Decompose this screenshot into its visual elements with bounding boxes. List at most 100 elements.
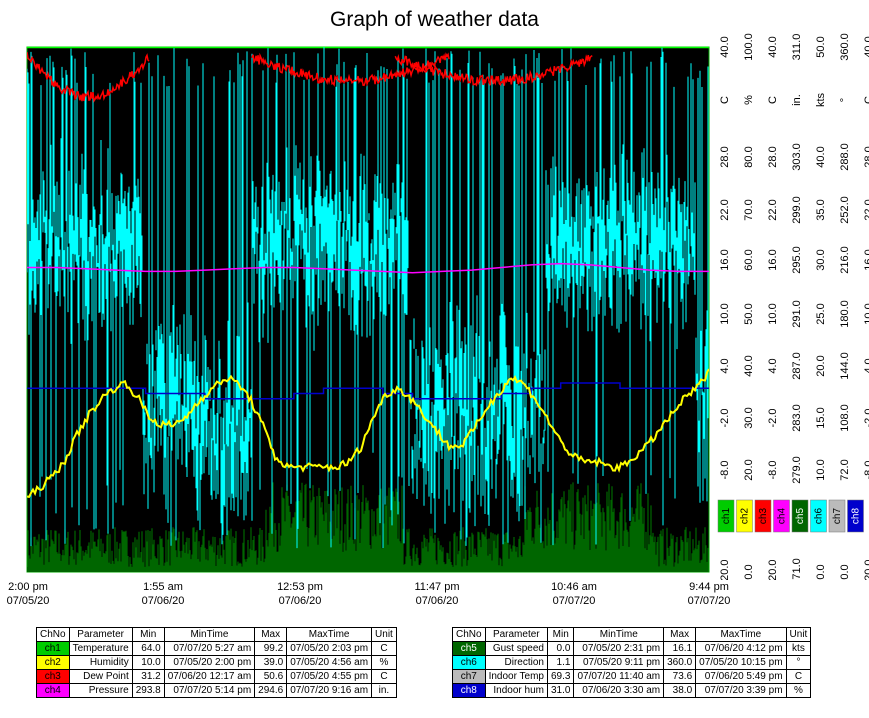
x-tick-label-3: 11:47 pm 07/06/20 (402, 580, 472, 608)
axis-ch4-label-6: 287.0 (791, 352, 803, 380)
legend-row-ch5: ch5 Gust speed 0.0 07/05/20 2:31 pm 16.1 07/0… (452, 641, 812, 656)
legend-header-1: Parameter (68, 627, 133, 642)
legend-cell-min: 64.0 (131, 641, 165, 656)
axis-ch5-label-3: 35.0 (815, 199, 827, 220)
legend-cell-param: Dew Point (68, 669, 133, 684)
axis-ch3-label-9: -20.0 (767, 559, 779, 580)
legend-row-ch6: ch6 Direction 1.1 07/05/20 9:11 pm 360.0 07/0… (452, 655, 812, 670)
axis-ch2-label-2: 80.0 (743, 146, 755, 167)
legend-cell-max: 73.6 (663, 669, 697, 684)
legend-cell-min: 10.0 (131, 655, 165, 670)
axis-ch7-label-1: C (863, 96, 869, 104)
axis-ch3-label-6: 4.0 (767, 358, 779, 373)
axis-ch2-label-5: 50.0 (743, 303, 755, 324)
channel-button-ch7-label: ch7 (832, 508, 843, 525)
legend-cell-unit: % (371, 655, 397, 670)
legend-cell-param: Indoor Temp (484, 669, 548, 684)
axis-ch6-label-9: 0.0 (839, 564, 851, 579)
legend-cell-mintime: 07/07/20 5:14 pm (163, 683, 256, 698)
legend-cell-min: 0.0 (546, 641, 575, 656)
axis-ch4-label-2: 303.0 (791, 143, 803, 171)
x-tick-date: 07/05/20 (6, 595, 50, 607)
axis-ch1-label-8: -8.0 (719, 461, 731, 480)
x-tick-label-5: 9:44 pm 07/07/20 (674, 580, 744, 608)
legend-row-ch4: ch4 Pressure 293.8 07/07/20 5:14 pm 294.6 07/… (36, 683, 397, 698)
legend-cell-max: 294.6 (254, 683, 288, 698)
axis-ch6-label-6: 144.0 (839, 352, 851, 380)
legend-row-ch7: ch7 Indoor Temp 69.3 07/07/20 11:40 am 73.6 0… (452, 669, 812, 684)
legend-cell-mintime: 07/06/20 3:30 am (573, 683, 665, 698)
x-tick-time: 2:00 pm (8, 581, 48, 593)
x-tick-date: 07/06/20 (415, 595, 459, 607)
channel-button-ch4[interactable] (773, 499, 790, 533)
series-dew-point-seg-3 (394, 54, 593, 87)
x-tick-date: 07/07/20 (552, 595, 596, 607)
channel-button-ch6[interactable] (810, 499, 827, 533)
legend-header-3: MinTime (573, 627, 665, 642)
legend-cell-max: 360.0 (663, 655, 697, 670)
legend-cell-maxtime: 07/05/20 2:03 pm (286, 641, 373, 656)
channel-button-ch5[interactable] (791, 499, 809, 533)
legend-cell-min: 293.8 (131, 683, 165, 698)
axis-ch4-label-1: in. (791, 94, 803, 106)
axis-ch3-label-8: -8.0 (767, 461, 779, 480)
legend-cell-maxtime: 07/05/20 4:56 am (286, 655, 373, 670)
series-direction (27, 47, 709, 549)
legend-header-4: Max (254, 627, 288, 642)
axis-ch5-label-9: 0.0 (815, 564, 827, 579)
axis-ch4-label-4: 295.0 (791, 246, 803, 274)
channel-button-ch8[interactable] (847, 499, 864, 533)
channel-button-ch1[interactable] (717, 499, 735, 533)
axis-ch6-label-7: 108.0 (839, 404, 851, 432)
axis-ch6-label-2: 288.0 (839, 143, 851, 171)
legend-cell-maxtime: 07/07/20 9:16 am (286, 683, 373, 698)
axis-ch4-label-3: 299.0 (791, 196, 803, 224)
series-dew-point-seg-1 (27, 51, 150, 103)
axis-ch5-label-5: 25.0 (815, 303, 827, 324)
legend-cell-max: 16.1 (663, 641, 697, 656)
legend-header-0: ChNo (452, 627, 486, 642)
legend-cell-mintime: 07/07/20 5:27 am (163, 641, 256, 656)
legend-cell-maxtime: 07/07/20 3:39 pm (695, 683, 787, 698)
axis-ch1-label-4: 16.0 (719, 249, 731, 270)
axis-ch3-label-0: 40.0 (767, 36, 779, 57)
legend-cell-mintime: 07/05/20 2:00 pm (163, 655, 256, 670)
axis-ch2-label-3: 70.0 (743, 199, 755, 220)
channel-button-ch2[interactable] (736, 499, 753, 533)
legend-cell-mintime: 07/05/20 2:31 pm (573, 641, 665, 656)
axis-ch4-label-5: 291.0 (791, 300, 803, 328)
legend-cell-mintime: 07/05/20 9:11 pm (573, 655, 665, 670)
legend-cell-max: 99.2 (254, 641, 288, 656)
legend-cell-param: Humidity (68, 655, 133, 670)
axis-ch3-label-1: C (767, 96, 779, 104)
series-gust-speed (27, 482, 709, 572)
legend-cell-ch: ch1 (36, 641, 70, 656)
legend-cell-unit: C (785, 669, 812, 684)
axis-ch1-label-6: 4.0 (719, 358, 731, 373)
axis-ch1-label-0: 40.0 (719, 36, 731, 57)
channel-button-ch7[interactable] (828, 499, 846, 533)
axis-ch6-label-0: 360.0 (839, 33, 851, 61)
axis-ch2-label-4: 60.0 (743, 249, 755, 270)
legend-cell-min: 31.0 (546, 683, 575, 698)
legend-cell-param: Indoor hum (484, 683, 548, 698)
x-tick-label-4: 10:46 am 07/07/20 (539, 580, 609, 608)
axis-ch6-label-1: ° (839, 98, 851, 102)
x-tick-time: 10:46 am (551, 581, 597, 593)
axis-ch5-label-8: 10.0 (815, 459, 827, 480)
channel-button-ch3[interactable] (754, 499, 772, 533)
axis-ch6-label-3: 252.0 (839, 196, 851, 224)
series-humidity (27, 368, 709, 499)
axis-ch7-label-4: 16.0 (863, 249, 869, 270)
legend-row-ch3: ch3 Dew Point 31.2 07/06/20 12:17 am 50.6 07/… (36, 669, 397, 684)
channel-button-ch6-label: ch6 (814, 508, 825, 525)
legend-cell-unit: C (371, 669, 397, 684)
legend-cell-param: Temperature (68, 641, 133, 656)
axis-ch1-label-7: -2.0 (719, 409, 731, 428)
axis-ch5-label-6: 20.0 (815, 355, 827, 376)
axis-ch1-label-5: 10.0 (719, 303, 731, 324)
axis-ch7-label-8: -8.0 (863, 461, 869, 480)
x-tick-time: 9:44 pm (689, 581, 729, 593)
axis-ch7-label-3: 22.0 (863, 199, 869, 220)
x-tick-time: 12:53 pm (277, 581, 323, 593)
